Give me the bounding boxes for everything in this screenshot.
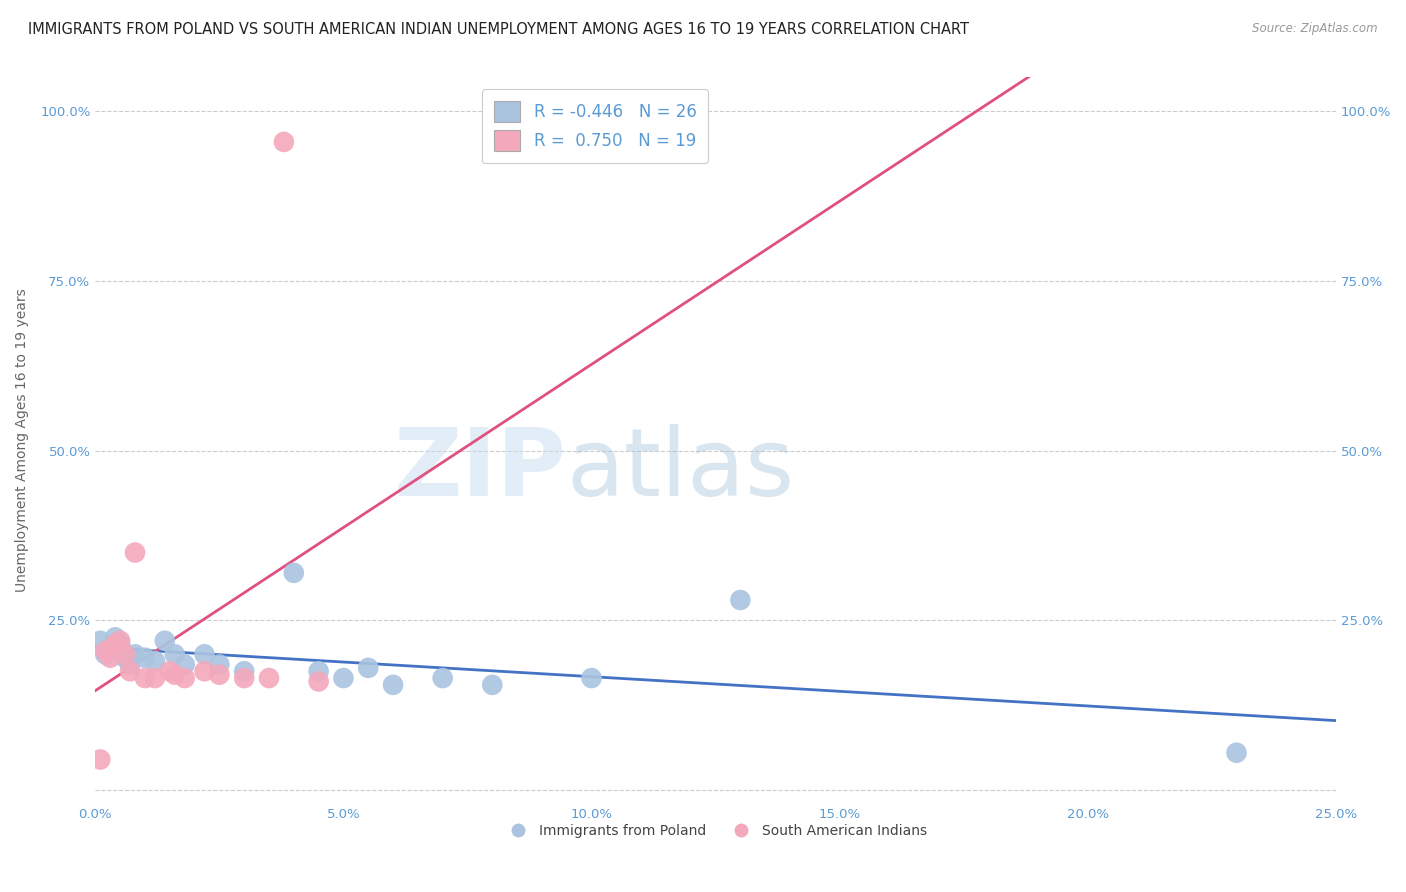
Point — [134, 671, 156, 685]
Point — [124, 648, 146, 662]
Point — [233, 671, 256, 685]
Point — [134, 650, 156, 665]
Text: ZIP: ZIP — [394, 424, 567, 516]
Point — [432, 671, 454, 685]
Point — [173, 657, 195, 672]
Point — [114, 648, 136, 662]
Point — [94, 648, 117, 662]
Point — [481, 678, 503, 692]
Point — [308, 674, 330, 689]
Point — [153, 633, 176, 648]
Point — [98, 640, 121, 655]
Legend: Immigrants from Poland, South American Indians: Immigrants from Poland, South American I… — [499, 819, 932, 844]
Point — [120, 665, 142, 679]
Point — [94, 644, 117, 658]
Point — [143, 654, 166, 668]
Point — [1225, 746, 1247, 760]
Y-axis label: Unemployment Among Ages 16 to 19 years: Unemployment Among Ages 16 to 19 years — [15, 289, 30, 592]
Point — [159, 665, 181, 679]
Point — [208, 667, 231, 681]
Point — [257, 671, 280, 685]
Point — [233, 665, 256, 679]
Point — [193, 648, 215, 662]
Point — [89, 752, 111, 766]
Point — [273, 135, 295, 149]
Point — [193, 665, 215, 679]
Point — [108, 637, 131, 651]
Text: Source: ZipAtlas.com: Source: ZipAtlas.com — [1253, 22, 1378, 36]
Point — [143, 671, 166, 685]
Point — [124, 545, 146, 559]
Point — [108, 633, 131, 648]
Point — [163, 667, 186, 681]
Point — [104, 637, 127, 651]
Point — [104, 631, 127, 645]
Point — [163, 648, 186, 662]
Point — [120, 657, 142, 672]
Point — [730, 593, 752, 607]
Point — [382, 678, 405, 692]
Point — [173, 671, 195, 685]
Point — [208, 657, 231, 672]
Point — [89, 633, 111, 648]
Point — [308, 665, 330, 679]
Point — [357, 661, 380, 675]
Point — [332, 671, 354, 685]
Point — [283, 566, 305, 580]
Text: IMMIGRANTS FROM POLAND VS SOUTH AMERICAN INDIAN UNEMPLOYMENT AMONG AGES 16 TO 19: IMMIGRANTS FROM POLAND VS SOUTH AMERICAN… — [28, 22, 969, 37]
Point — [581, 671, 603, 685]
Point — [98, 650, 121, 665]
Text: atlas: atlas — [567, 424, 794, 516]
Point — [114, 650, 136, 665]
